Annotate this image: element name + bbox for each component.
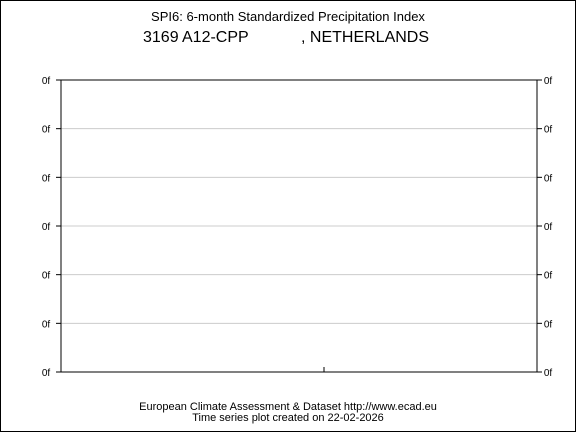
y-tick-label-left: 0f [42, 125, 51, 136]
station-country: , NETHERLANDS [301, 29, 429, 46]
y-tick-label-right: 0f [544, 76, 553, 87]
y-tick-label-left: 0f [42, 271, 51, 282]
footer-created: Time series plot created on 22-02-2026 [192, 412, 384, 424]
y-tick-label-right: 0f [544, 222, 553, 233]
y-tick-label-left: 0f [42, 173, 51, 184]
y-tick-label-left: 0f [42, 76, 51, 87]
y-tick-label-right: 0f [544, 319, 553, 330]
chart-title: SPI6: 6-month Standardized Precipitation… [151, 9, 425, 24]
y-tick-label-right: 0f [544, 173, 553, 184]
y-tick-label-left: 0f [42, 319, 51, 330]
gridlines [61, 128, 537, 324]
y-tick-label-left: 0f [42, 368, 51, 379]
footer-source: European Climate Assessment & Dataset ht… [139, 401, 437, 413]
y-tick-label-left: 0f [42, 222, 51, 233]
y-tick-label-right: 0f [544, 271, 553, 282]
y-axis-ticks: 0f 0f 0f 0f 0f 0f 0f 0f 0f 0f 0f 0f 0f 0f [42, 76, 553, 379]
station-id: 3169 [143, 29, 179, 46]
y-tick-label-right: 0f [544, 368, 553, 379]
y-tick-label-right: 0f [544, 125, 553, 136]
station-name: A12-CPP [182, 29, 249, 46]
